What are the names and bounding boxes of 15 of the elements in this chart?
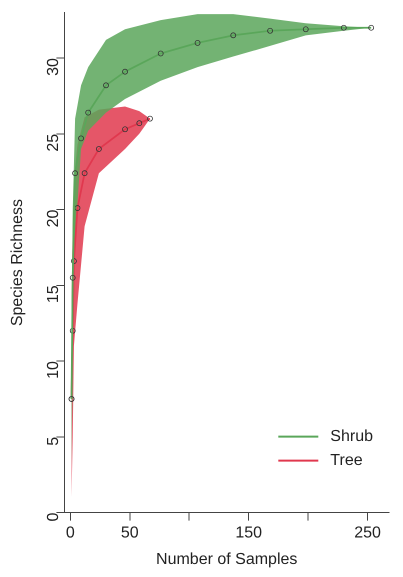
x-tick-label: 250: [354, 524, 382, 542]
x-tick-label: 150: [235, 524, 262, 542]
x-tick-label: 50: [120, 524, 139, 542]
y-tick-label: 30: [44, 58, 62, 76]
y-axis-title: Species Richness: [9, 199, 26, 326]
y-tick-label: 0: [44, 512, 62, 522]
y-tick-label: 10: [44, 360, 62, 379]
x-tick-label: 0: [66, 524, 75, 542]
y-tick-label: 20: [44, 209, 62, 228]
legend-label: Shrub: [330, 428, 374, 446]
y-tick-label: 25: [44, 134, 62, 152]
y-tick-label: 5: [44, 436, 62, 446]
y-tick-label: 15: [44, 285, 62, 304]
x-axis-title: Number of Samples: [156, 550, 298, 568]
legend-label: Tree: [330, 452, 363, 470]
